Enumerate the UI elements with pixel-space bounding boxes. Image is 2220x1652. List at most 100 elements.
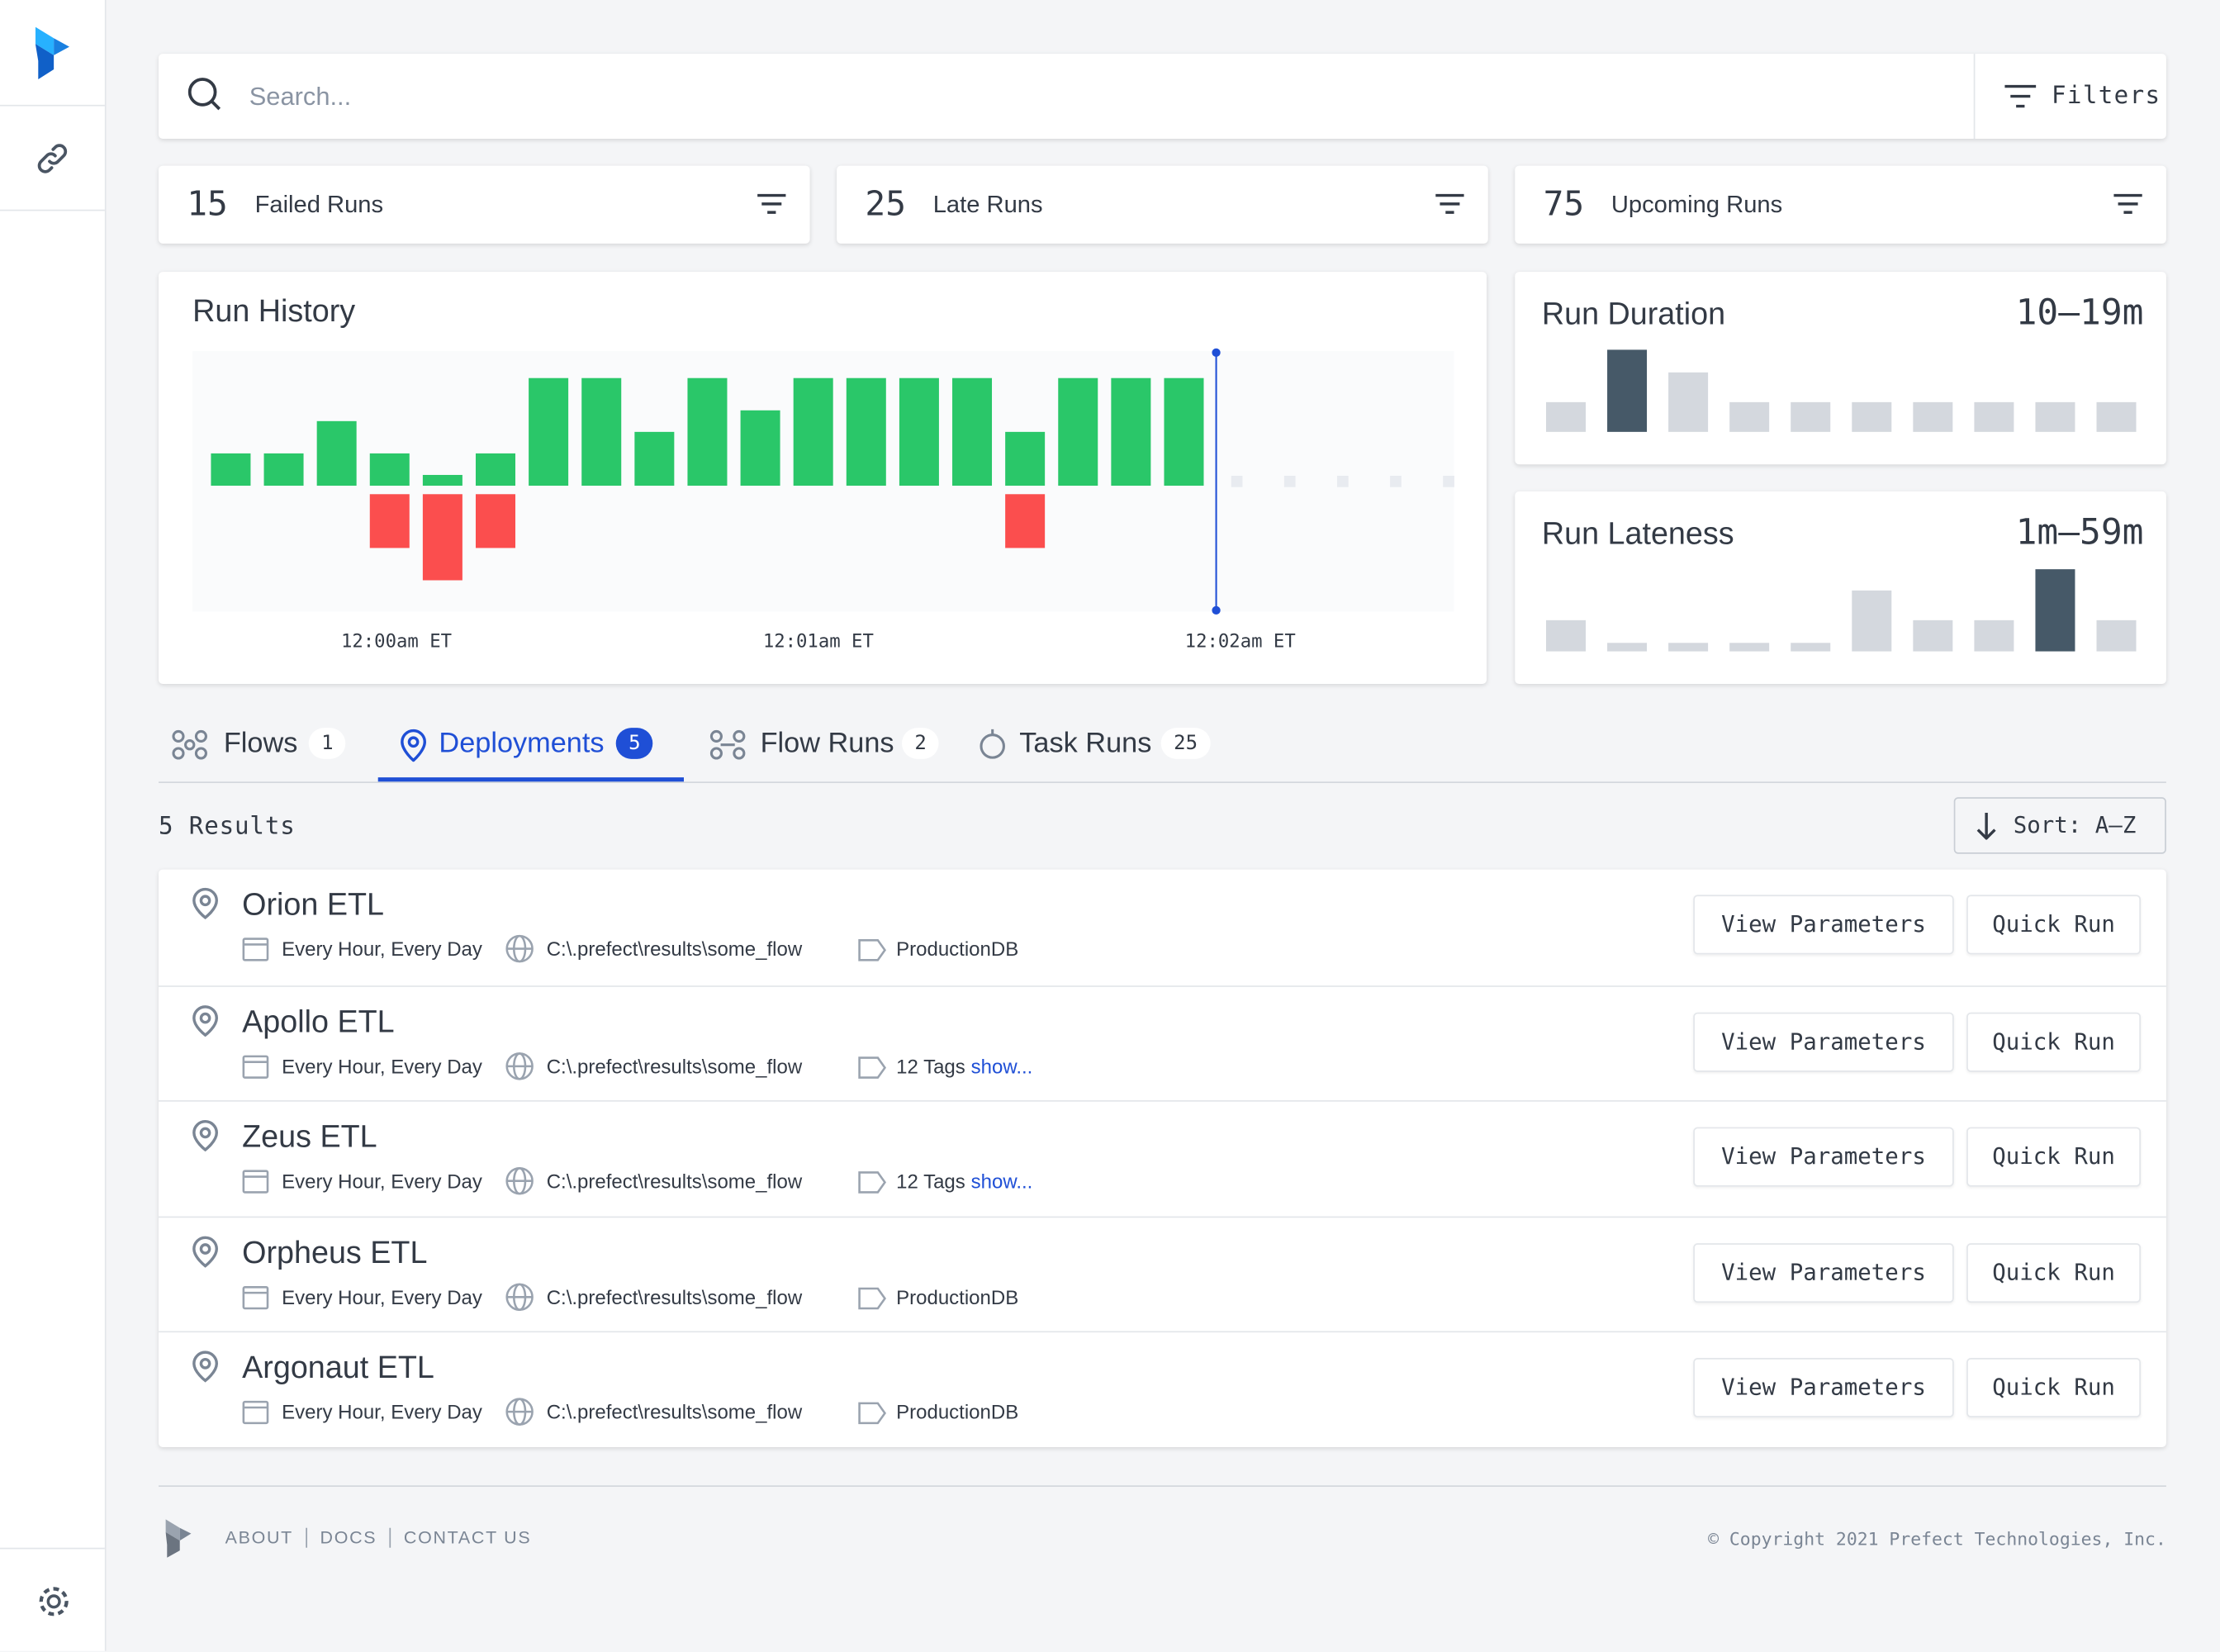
success-bar [846,377,886,487]
tab-rule [159,781,2166,784]
histogram-bar [1546,401,1587,432]
success-bar [581,377,622,487]
tab-icon-part [172,747,185,760]
tab-icon-part [194,747,207,760]
histogram-bar [2096,401,2137,432]
stat-count: 15 [187,183,228,224]
histogram-bar [2035,401,2075,432]
tab-count: 25 [1160,728,1211,759]
show-more-link[interactable]: show... [970,1170,1033,1193]
storage-path: C:\.prefect\results\some_flow [546,1170,803,1193]
pin-icon-part [192,887,219,920]
quick-run-button[interactable]: Quick Run [1966,1242,2142,1303]
filters-button[interactable]: Filters [2052,82,2161,111]
calendar-icon-part [242,938,269,961]
tab-icon-part [401,729,427,762]
pin-icon-part [199,1358,211,1370]
quick-run-button[interactable]: Quick Run [1966,895,2142,955]
deployment-row[interactable]: Orpheus ETL Every Hour, Every Day C:\.pref… [159,1216,2166,1332]
x-label: 12:01am ET [763,630,874,652]
deployment-row[interactable]: Orion ETL Every Hour, Every Day C:\.prefec… [159,870,2166,985]
view-parameters-button[interactable]: View Parameters [1693,1358,1954,1418]
stat-card[interactable]: 75 Upcoming Runs [1515,165,2166,244]
link-icon[interactable] [36,141,69,175]
tab-label[interactable]: Flows [223,728,298,759]
deployment-name: Apollo ETL [242,1003,395,1039]
stat-count: 25 [865,183,906,224]
histogram-bar [1852,590,1892,652]
stat-card[interactable]: 25 Late Runs [837,165,1488,244]
success-bar [952,377,993,487]
stat-label: Late Runs [932,191,1043,219]
tab-icon-part [709,729,746,760]
schedule: Every Hour, Every Day [282,1054,482,1077]
view-parameters-button[interactable]: View Parameters [1693,1242,1954,1303]
footer-link[interactable]: DOCS [306,1527,377,1548]
search-input[interactable]: Search... [249,82,352,111]
copyright: © Copyright 2021 Prefect Technologies, I… [1708,1527,2166,1550]
quick-run-button[interactable]: Quick Run [1966,1127,2142,1187]
search-icon [187,78,221,111]
histogram-bar [1974,620,2014,652]
storage-path: C:\.prefect\results\some_flow [546,1401,803,1424]
view-parameters-button[interactable]: View Parameters [1693,1012,1954,1072]
tab-count: 5 [615,728,654,759]
calendar-icon [242,1285,269,1309]
divider [1973,54,1976,140]
deployment-row[interactable]: Argonaut ETL Every Hour, Every Day C:\.pre… [159,1332,2166,1448]
histogram-bar [1974,401,2014,432]
quick-run-button[interactable]: Quick Run [1966,1358,2142,1418]
settings-icon[interactable] [36,1583,73,1621]
calendar-icon-part [242,1401,269,1425]
stat-card[interactable]: 15 Failed Runs [159,165,810,244]
histogram-bar [1913,620,1953,652]
deployment-name: Orpheus ETL [242,1234,428,1270]
success-bar [634,431,675,487]
pin-icon [192,1120,219,1152]
tag-icon [858,939,887,961]
deployment-row[interactable]: Zeus ETL Every Hour, Every Day C:\.prefect… [159,1100,2166,1217]
show-more-link[interactable]: show... [970,1054,1033,1077]
success-bar [422,474,462,487]
tab-label[interactable]: Deployments [439,728,605,759]
calendar-icon [242,1054,269,1079]
pin-icon-part [192,1004,219,1037]
deployment-row[interactable]: Apollo ETL Every Hour, Every Day C:\.prefe… [159,985,2166,1101]
footer-rule [159,1485,2166,1488]
tab-icon-part [980,729,1005,759]
footer-logo [165,1519,192,1558]
tab-icon-part [709,747,723,760]
search-icon-part [210,100,221,111]
success-bar [793,377,833,487]
tab-icon [980,729,1005,759]
failed-bar [476,494,516,548]
divider [0,209,105,211]
histogram [1546,569,2137,652]
calendar-icon [242,1170,269,1194]
search-icon-part [187,78,217,107]
schedule: Every Hour, Every Day [282,1285,482,1308]
view-parameters-button[interactable]: View Parameters [1693,895,1954,955]
footer-link[interactable]: CONTACT US [389,1527,532,1548]
sort-button[interactable]: Sort: A–Z [1953,797,2166,854]
calendar-icon-part [242,1170,269,1194]
tab-label[interactable]: Task Runs [1019,728,1152,759]
histogram-bar [1729,401,1770,432]
tab-count: 1 [308,728,347,759]
stat-count: 75 [1543,183,1585,224]
tab-label[interactable]: Flow Runs [760,728,894,759]
tab-icon-part [709,729,723,743]
quick-run-button[interactable]: Quick Run [1966,1012,2142,1072]
logo[interactable] [35,26,73,81]
success-bar [687,377,728,487]
sort-icon-part [1976,813,1996,840]
filter-icon-part [2004,84,2037,108]
search-bar: Search... Filters [159,54,2166,140]
footer-link[interactable]: ABOUT [225,1527,293,1548]
tags: 12 Tags show... [896,1170,1033,1193]
view-parameters-button[interactable]: View Parameters [1693,1127,1954,1187]
success-bar [369,453,410,487]
calendar-icon [242,938,269,961]
pin-icon [192,1236,219,1268]
